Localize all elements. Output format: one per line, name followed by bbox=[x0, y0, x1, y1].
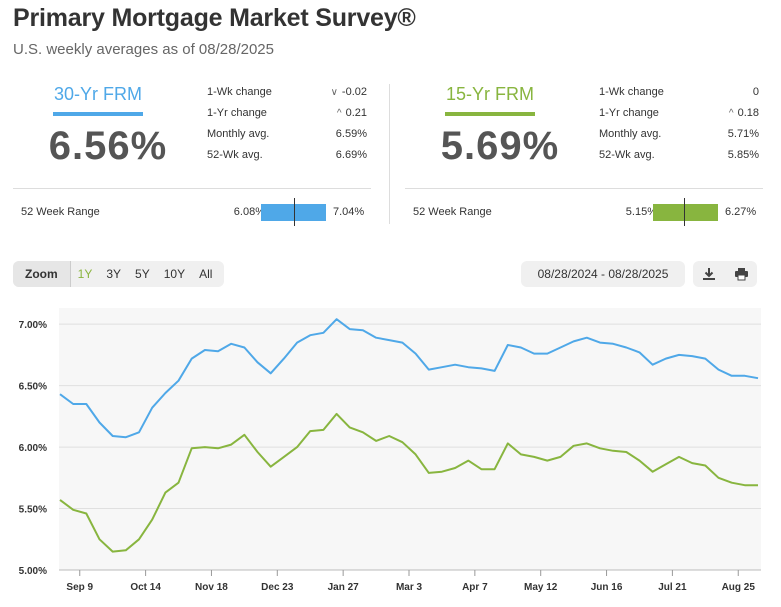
fr15-monthly-label: Monthly avg. bbox=[599, 128, 662, 140]
rate-chart: 5.00% 5.50% 6.00% 6.50% 7.00% Sep 9 Oct 14 Nov … bbox=[0, 300, 781, 607]
fr15-52wk: 5.85% bbox=[727, 149, 759, 161]
rate-chart-svg: 5.00% 5.50% 6.00% 6.50% 7.00% Sep 9 Oct 14 Nov … bbox=[19, 308, 761, 593]
zoom-10y-button[interactable]: 10Y bbox=[163, 267, 186, 281]
fr30-wk-change: -0.02 bbox=[341, 86, 367, 98]
fr30-wk-change-row: 1-Wk change ∨ -0.02 bbox=[207, 86, 367, 107]
fr15-yr-change: 0.18 bbox=[737, 107, 759, 119]
fr30-divider bbox=[13, 188, 371, 189]
zoom-label: Zoom bbox=[13, 261, 71, 287]
fr15-wk-change: 0 bbox=[752, 86, 759, 98]
series-line-1 bbox=[59, 412, 758, 553]
date-range-input[interactable]: 08/28/2024 - 08/28/2025 bbox=[521, 261, 685, 287]
fr30-panel: 30-Yr FRM 6.56% 1-Wk change ∨ -0.02 1-Yr … bbox=[13, 84, 383, 230]
fr30-range-marker bbox=[293, 198, 295, 226]
x-tick-label: Jan 27 bbox=[328, 582, 360, 593]
zoom-1y-button[interactable]: 1Y bbox=[77, 267, 93, 281]
y-tick-label: 5.00% bbox=[19, 566, 47, 577]
fr30-monthly-row: Monthly avg. 6.59% bbox=[207, 128, 367, 149]
fr30-52wk: 6.69% bbox=[335, 149, 367, 161]
fr30-range-low: 6.08% bbox=[233, 206, 265, 218]
fr30-monthly: 6.59% bbox=[335, 128, 367, 140]
fr30-rate: 6.56% bbox=[48, 124, 168, 168]
x-tick-label: Dec 23 bbox=[261, 582, 294, 593]
x-tick-label: Jun 16 bbox=[591, 582, 623, 593]
fr15-range-high: 6.27% bbox=[725, 206, 757, 218]
fr30-underline bbox=[53, 112, 143, 116]
fr30-monthly-label: Monthly avg. bbox=[207, 128, 270, 140]
fr30-name: 30-Yr FRM bbox=[53, 84, 142, 104]
x-tick-label: May 12 bbox=[524, 582, 558, 593]
zoom-5y-button[interactable]: 5Y bbox=[135, 267, 150, 281]
page-subtitle: U.S. weekly averages as of 08/28/2025 bbox=[13, 41, 274, 58]
chevron-up-icon: ^ bbox=[728, 108, 734, 119]
fr30-range-label: 52 Week Range bbox=[21, 206, 100, 218]
fr30-stats: 1-Wk change ∨ -0.02 1-Yr change ^ 0.21 Mon… bbox=[207, 86, 367, 170]
fr30-yr-change-label: 1-Yr change bbox=[207, 107, 267, 119]
fr30-52wk-row: 52-Wk avg. 6.69% bbox=[207, 149, 367, 170]
x-tick-label: Nov 18 bbox=[195, 582, 228, 593]
fr15-range-label: 52 Week Range bbox=[413, 206, 492, 218]
page-title: Primary Mortgage Market Survey® bbox=[13, 4, 416, 32]
print-icon[interactable] bbox=[731, 264, 751, 284]
y-tick-label: 6.00% bbox=[19, 443, 47, 454]
fr15-yr-change-value: ^ 0.18 bbox=[729, 107, 759, 119]
x-tick-label: Mar 3 bbox=[396, 582, 423, 593]
zoom-3y-button[interactable]: 3Y bbox=[106, 267, 122, 281]
fr15-range-low: 5.15% bbox=[625, 206, 657, 218]
x-tick-label: Oct 14 bbox=[130, 582, 161, 593]
plot-background bbox=[59, 308, 761, 570]
fr15-wk-change-row: 1-Wk change 0 bbox=[599, 86, 759, 107]
fr15-monthly: 5.71% bbox=[727, 128, 759, 140]
fr15-name: 15-Yr FRM bbox=[445, 84, 534, 104]
chevron-down-icon: ∨ bbox=[330, 87, 338, 98]
fr15-52wk-label: 52-Wk avg. bbox=[599, 149, 655, 161]
zoom-all-button[interactable]: All bbox=[199, 267, 213, 281]
chevron-up-icon: ^ bbox=[336, 108, 342, 119]
fr15-divider bbox=[405, 188, 763, 189]
fr30-yr-change-row: 1-Yr change ^ 0.21 bbox=[207, 107, 367, 128]
fr15-yr-change-row: 1-Yr change ^ 0.18 bbox=[599, 107, 759, 128]
download-icon[interactable] bbox=[699, 264, 719, 284]
fr30-range-high: 7.04% bbox=[333, 206, 365, 218]
x-tick-label: Aug 25 bbox=[722, 582, 756, 593]
x-tick-label: Jul 21 bbox=[658, 582, 687, 593]
fr15-rate: 5.69% bbox=[440, 124, 560, 168]
fr30-yr-change-value: ^ 0.21 bbox=[337, 107, 367, 119]
x-tick-label: Apr 7 bbox=[462, 582, 488, 593]
series-line-0 bbox=[59, 318, 759, 439]
fr15-yr-change-label: 1-Yr change bbox=[599, 107, 659, 119]
panel-separator bbox=[389, 84, 390, 224]
fr30-yr-change: 0.21 bbox=[345, 107, 367, 119]
x-tick-label: Sep 9 bbox=[66, 582, 93, 593]
fr15-range-marker bbox=[684, 198, 686, 226]
y-tick-label: 5.50% bbox=[19, 505, 47, 516]
fr30-wk-change-label: 1-Wk change bbox=[207, 86, 272, 98]
fr30-52wk-label: 52-Wk avg. bbox=[207, 149, 263, 161]
fr15-panel: 15-Yr FRM 5.69% 1-Wk change 0 1-Yr chang… bbox=[405, 84, 775, 230]
fr30-wk-change-value: ∨ -0.02 bbox=[331, 86, 367, 98]
fr15-52wk-row: 52-Wk avg. 5.85% bbox=[599, 149, 759, 170]
fr15-range-bar bbox=[653, 204, 718, 221]
y-tick-label: 6.50% bbox=[19, 382, 47, 393]
fr15-stats: 1-Wk change 0 1-Yr change ^ 0.18 Monthly … bbox=[599, 86, 759, 170]
zoom-toolbar: Zoom 1Y 3Y 5Y 10Y All bbox=[13, 261, 225, 287]
y-tick-label: 7.00% bbox=[19, 320, 47, 331]
fr15-monthly-row: Monthly avg. 5.71% bbox=[599, 128, 759, 149]
export-buttons bbox=[693, 261, 757, 287]
fr15-wk-change-label: 1-Wk change bbox=[599, 86, 664, 98]
fr15-underline bbox=[445, 112, 535, 116]
